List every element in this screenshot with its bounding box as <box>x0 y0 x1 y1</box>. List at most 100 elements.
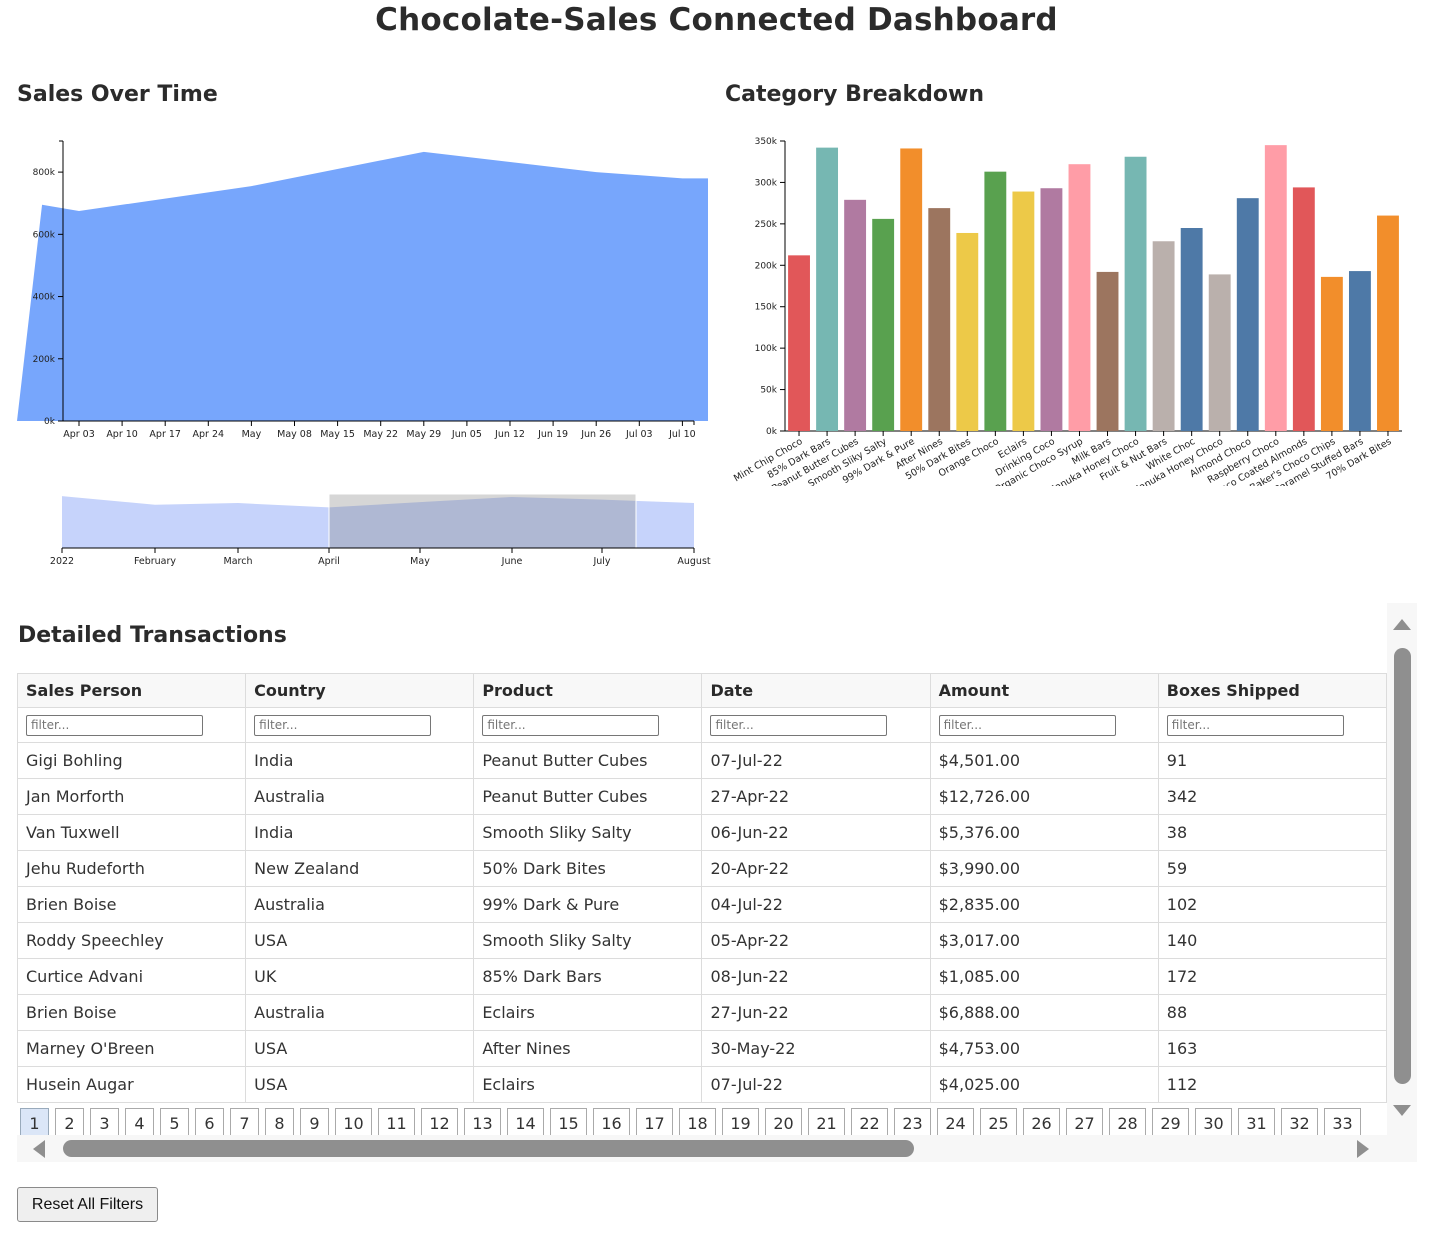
page-button[interactable]: 4 <box>125 1108 154 1135</box>
x-tick-label: Jun 05 <box>451 429 482 440</box>
page-button[interactable]: 8 <box>265 1108 294 1135</box>
column-header[interactable]: Boxes Shipped <box>1157 673 1387 708</box>
page-button[interactable]: 21 <box>808 1108 845 1135</box>
category-bar[interactable] <box>1040 188 1063 431</box>
category-bar[interactable] <box>1236 198 1259 431</box>
page-button[interactable]: 6 <box>195 1108 224 1135</box>
filter-cell <box>473 707 703 743</box>
page-button[interactable]: 18 <box>679 1108 716 1135</box>
scroll-right-arrow-icon[interactable] <box>1357 1140 1369 1158</box>
category-bar[interactable] <box>1377 215 1399 431</box>
column-filter-input[interactable] <box>26 714 203 736</box>
page-button[interactable]: 15 <box>550 1108 587 1135</box>
table-cell: 27-Apr-22 <box>701 778 931 815</box>
table-row[interactable]: Jan Morforth Australia Peanut Butter Cubes… <box>17 778 1387 815</box>
category-bar[interactable] <box>816 147 839 431</box>
scroll-left-arrow-icon[interactable] <box>33 1140 45 1158</box>
table-row[interactable]: Gigi Bohling India Peanut Butter Cubes 07-J… <box>17 742 1387 779</box>
y-tick-label: 200k <box>33 355 56 365</box>
page-button[interactable]: 12 <box>421 1108 458 1135</box>
category-bar[interactable] <box>872 218 895 431</box>
category-bar[interactable] <box>1292 187 1315 431</box>
page-button[interactable]: 30 <box>1195 1108 1232 1135</box>
page-button[interactable]: 7 <box>230 1108 259 1135</box>
page-button[interactable]: 10 <box>335 1108 372 1135</box>
page-button[interactable]: 16 <box>593 1108 630 1135</box>
page-button[interactable]: 1 <box>20 1108 49 1135</box>
category-bar[interactable] <box>1180 228 1203 431</box>
page-button[interactable]: 29 <box>1152 1108 1189 1135</box>
category-bar[interactable] <box>1124 156 1147 431</box>
column-filter-input[interactable] <box>938 714 1116 736</box>
page-button[interactable]: 17 <box>636 1108 673 1135</box>
column-filter-input[interactable] <box>710 714 888 736</box>
category-bar[interactable] <box>1152 241 1175 431</box>
category-bar[interactable] <box>844 199 867 431</box>
category-bar[interactable] <box>1208 274 1231 431</box>
horizontal-scroll-thumb[interactable] <box>63 1140 914 1157</box>
x-tick-label: May 29 <box>406 429 441 440</box>
table-cell: $5,376.00 <box>929 814 1159 851</box>
column-filter-input[interactable] <box>254 714 432 736</box>
category-bar[interactable] <box>1068 164 1091 431</box>
table-row[interactable]: Marney O'Breen USA After Nines 30-May-22 $4,… <box>17 1030 1387 1067</box>
page-button[interactable]: 2 <box>55 1108 84 1135</box>
category-bar[interactable] <box>788 255 810 431</box>
page-button[interactable]: 3 <box>90 1108 119 1135</box>
page-button[interactable]: 13 <box>464 1108 501 1135</box>
filter-cell <box>929 707 1159 743</box>
table-row[interactable]: Roddy Speechley USA Smooth Sliky Salty 05-A… <box>17 922 1387 959</box>
table-row[interactable]: Jehu Rudeforth New Zealand 50% Dark Bites 2… <box>17 850 1387 887</box>
page-button[interactable]: 23 <box>894 1108 931 1135</box>
vertical-scroll-thumb[interactable] <box>1394 648 1411 1084</box>
page-button[interactable]: 22 <box>851 1108 888 1135</box>
column-header[interactable]: Date <box>701 673 931 708</box>
page-button[interactable]: 20 <box>765 1108 802 1135</box>
category-bar[interactable] <box>928 208 951 431</box>
category-bar[interactable] <box>956 232 979 431</box>
column-header[interactable]: Amount <box>929 673 1159 708</box>
page-button[interactable]: 27 <box>1066 1108 1103 1135</box>
table-cell: $4,501.00 <box>929 742 1159 779</box>
category-bar[interactable] <box>1348 271 1371 431</box>
table-row[interactable]: Brien Boise Australia 99% Dark & Pure 04-Ju… <box>17 886 1387 923</box>
date-range-brush-chart[interactable]: 2022 February March April May June July August <box>0 480 712 572</box>
category-bar[interactable] <box>1096 271 1119 431</box>
page-button[interactable]: 24 <box>937 1108 974 1135</box>
category-bar[interactable] <box>984 171 1007 431</box>
table-row[interactable]: Van Tuxwell India Smooth Sliky Salty 06-Jun… <box>17 814 1387 851</box>
category-bar[interactable] <box>900 148 923 431</box>
reset-all-filters-button[interactable]: Reset All Filters <box>17 1187 158 1222</box>
table-cell: 88 <box>1157 994 1387 1031</box>
brush-selection[interactable] <box>328 493 637 549</box>
page-button[interactable]: 14 <box>507 1108 544 1135</box>
table-cell: Husein Augar <box>17 1066 247 1103</box>
column-header[interactable]: Product <box>473 673 703 708</box>
column-filter-input[interactable] <box>482 714 660 736</box>
category-bar[interactable] <box>1320 276 1343 431</box>
brush-x-tick-label: 2022 <box>50 556 74 567</box>
page-button[interactable]: 25 <box>980 1108 1017 1135</box>
horizontal-scrollbar[interactable] <box>17 1135 1388 1162</box>
table-row[interactable]: Brien Boise Australia Eclairs 27-Jun-22 $6,8… <box>17 994 1387 1031</box>
table-row[interactable]: Curtice Advani UK 85% Dark Bars 08-Jun-22 $1… <box>17 958 1387 995</box>
page-button[interactable]: 28 <box>1109 1108 1146 1135</box>
page-button[interactable]: 26 <box>1023 1108 1060 1135</box>
page-button[interactable]: 32 <box>1281 1108 1318 1135</box>
column-header[interactable]: Sales Person <box>17 673 247 708</box>
page-button[interactable]: 11 <box>378 1108 415 1135</box>
scroll-up-arrow-icon[interactable] <box>1393 619 1411 630</box>
page-button[interactable]: 9 <box>300 1108 329 1135</box>
page-button[interactable]: 5 <box>160 1108 189 1135</box>
column-filter-input[interactable] <box>1166 714 1344 736</box>
vertical-scrollbar[interactable] <box>1388 603 1417 1135</box>
category-bar[interactable] <box>1012 191 1035 431</box>
table-row[interactable]: Husein Augar USA Eclairs 07-Jul-22 $4,025.00… <box>17 1066 1387 1103</box>
page-button[interactable]: 31 <box>1238 1108 1275 1135</box>
scroll-down-arrow-icon[interactable] <box>1393 1105 1411 1116</box>
page-button[interactable]: 33 <box>1324 1108 1361 1135</box>
column-header[interactable]: Country <box>245 673 475 708</box>
page-button[interactable]: 19 <box>722 1108 759 1135</box>
category-bar[interactable] <box>1264 145 1287 431</box>
